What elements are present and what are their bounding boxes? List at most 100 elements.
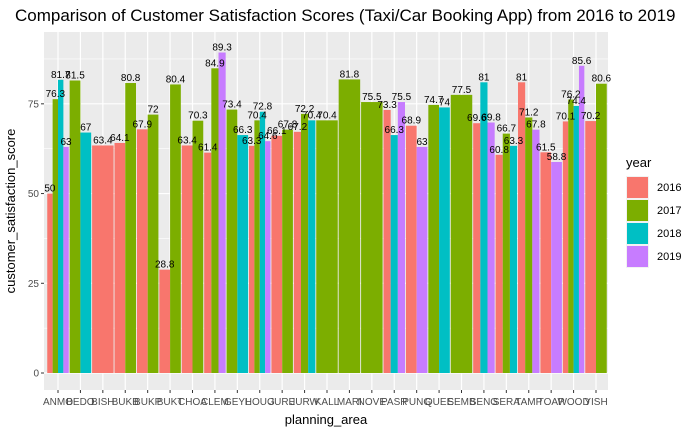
data-label-TAMP-2019: 67.8: [526, 120, 546, 131]
x-tick-label: ANMO: [43, 397, 73, 408]
bar-ANMO-2016: [47, 193, 53, 373]
data-label-SERA-2016: 60.8: [489, 145, 509, 156]
x-tick-label: SEMB: [447, 397, 476, 408]
bar-PUNG-2016: [405, 125, 417, 373]
data-label-BISH-2016: 63.4: [93, 135, 113, 146]
x-tick-label: QUEE: [425, 397, 454, 408]
bar-PASR-2018: [390, 135, 398, 373]
legend-swatch-2018: [627, 223, 648, 244]
y-tick-label: 0: [33, 369, 39, 380]
legend-swatch-2019: [627, 246, 648, 267]
data-label-CHOA-2016: 63.4: [177, 135, 197, 146]
data-label-ANMO-2017: 76.3: [46, 89, 66, 100]
x-tick-label: BUKB: [112, 397, 140, 408]
data-label-WOOD-2017: 76.2: [561, 90, 581, 101]
bar-PUNG-2019: [416, 146, 428, 373]
bar-HOUG-2019: [265, 141, 271, 373]
bar-ANMO-2019: [63, 146, 69, 373]
data-label-TAMP-2017: 71.2: [519, 107, 539, 118]
data-label-QUEE-2017: 74.7: [424, 95, 444, 106]
bars-group: [47, 52, 607, 374]
data-label-PASR-2018: 66.3: [385, 125, 405, 136]
legend-label-2019: 2019: [657, 251, 681, 263]
data-label-SERA-2018: 63.3: [504, 136, 524, 147]
data-label-HOUG-2018: 72.8: [253, 102, 273, 113]
data-label-BUKP-2016: 67.9: [133, 119, 153, 130]
x-tick-label: BUKT: [157, 397, 184, 408]
data-label-HOUG-2016: 63.3: [242, 136, 262, 147]
data-label-GEYL-2018: 66.3: [233, 125, 253, 136]
data-label-CLEM-2019: 89.3: [212, 43, 232, 54]
data-label-SENG-2016: 69.6: [467, 113, 487, 124]
data-label-JURW-2017: 72.2: [295, 104, 315, 115]
data-label-BUKP-2017: 72: [147, 105, 159, 116]
bar-WOOD-2016: [562, 121, 569, 374]
x-tick-label: BEDO: [66, 397, 95, 408]
bar-WOOD-2019: [578, 65, 585, 374]
data-label-BUKB-2016: 64.1: [110, 133, 130, 144]
legend-swatch-2017: [627, 200, 648, 221]
bar-TOAP-2016: [540, 152, 552, 373]
bar-TOAP-2019: [551, 161, 562, 373]
x-tick-label: KALL: [315, 397, 340, 408]
data-label-BEDO-2018: 67: [80, 123, 92, 134]
data-label-JURE-2016: 66.1: [267, 126, 287, 137]
x-tick-label: PUNG: [402, 397, 431, 408]
x-tick-label: HOUG: [245, 397, 275, 408]
bar-BUKP-2016: [136, 129, 148, 373]
bar-BEDO-2017: [69, 80, 81, 373]
x-tick-label: JURE: [269, 397, 295, 408]
bar-SERA-2018: [509, 145, 518, 373]
data-label-HOUG-2019: 64.6: [258, 131, 278, 142]
bar-YISH-2017: [596, 83, 607, 373]
legend: year 2016 2017 2018 2019: [626, 155, 681, 268]
data-label-JURW-2018: 70.4: [302, 110, 322, 121]
data-label-PUNG-2016: 68.9: [402, 116, 422, 127]
x-tick-label: SENG: [470, 397, 499, 408]
bar-JURW-2017: [301, 113, 309, 373]
y-tick-label: 25: [28, 279, 40, 290]
data-label-YISH-2017: 80.6: [592, 74, 612, 85]
data-labels-group: 5076.381.76381.56763.464.180.867.97228.8…: [44, 43, 611, 271]
data-label-CHOA-2017: 70.3: [188, 111, 208, 122]
bar-CLEM-2016: [204, 152, 212, 373]
data-label-SEMB-2017: 77.5: [452, 85, 472, 96]
data-label-BUKB-2017: 80.8: [121, 73, 141, 84]
data-label-WOOD-2016: 70.1: [556, 111, 576, 122]
bar-JURE-2017: [282, 129, 293, 373]
x-tick-label: PASR: [381, 397, 408, 408]
bar-HOUG-2016: [249, 145, 255, 373]
legend-label-2016: 2016: [657, 182, 681, 194]
legend-label-2017: 2017: [657, 205, 681, 217]
y-axis-title: customer_satisfaction_score: [3, 129, 18, 294]
legend-title: year: [626, 155, 652, 170]
x-tick-label: MARI: [337, 397, 362, 408]
x-axis: ANMOBEDOBISHBUKBBUKPBUKTCHOACLEMGEYLHOUG…: [43, 390, 608, 408]
bar-YISH-2016: [585, 121, 596, 373]
bar-PASR-2016: [383, 109, 391, 373]
data-label-ANMO-2018: 81.7: [51, 70, 71, 81]
x-tick-label: CLEM: [201, 397, 229, 408]
data-label-BEDO-2017: 81.5: [65, 71, 85, 82]
data-label-SERA-2017: 66.7: [497, 124, 517, 135]
bar-GEYL-2017: [226, 109, 238, 373]
chart-title: Comparison of Customer Satisfaction Scor…: [15, 6, 676, 25]
data-label-PUNG-2019: 63: [416, 137, 428, 148]
x-tick-label: CHOA: [178, 397, 207, 408]
y-axis: 0 25 50 75: [28, 99, 44, 380]
bar-SERA-2017: [502, 133, 510, 373]
bar-GEYL-2018: [237, 135, 249, 373]
bar-KALL-2017: [316, 120, 338, 373]
bar-CLEM-2019: [218, 52, 226, 374]
x-tick-label: SERA: [493, 397, 521, 408]
bar-PASR-2019: [397, 102, 405, 374]
bar-BISH-2016: [92, 145, 114, 373]
data-label-PASR-2016: 73.3: [377, 100, 397, 111]
data-label-GEYL-2017: 73.4: [222, 100, 242, 111]
bar-SENG-2016: [473, 123, 481, 373]
data-label-QUEE-2018: 74: [439, 97, 451, 108]
bar-JURW-2018: [308, 120, 316, 373]
data-label-HOUG-2017: 70.4: [247, 110, 267, 121]
x-tick-label: TOAP: [538, 397, 565, 408]
bar-CHOA-2017: [192, 120, 204, 373]
